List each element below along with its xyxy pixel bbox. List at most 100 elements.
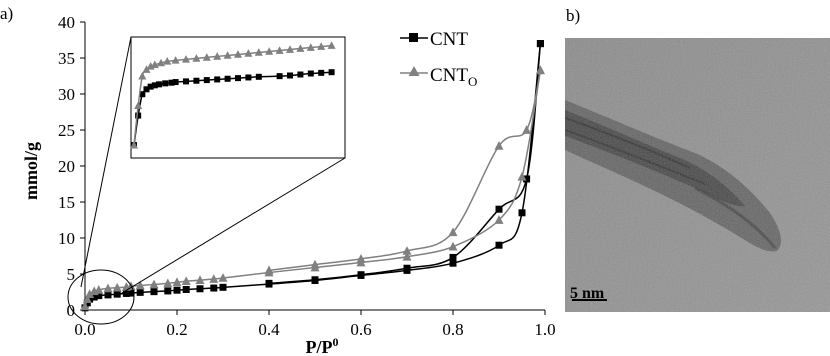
series-cnto — [80, 65, 545, 311]
inset-cnto-point — [234, 50, 242, 58]
x-axis-title-sup: 0 — [333, 335, 339, 349]
panel-label-a: a) — [0, 4, 13, 23]
cnt-desorption-line — [268, 43, 542, 285]
inset-cnto-point — [134, 101, 143, 110]
x-axis-title-main: P/P — [306, 337, 333, 356]
zoom-line-top — [80, 36, 132, 288]
tem-micrograph — [565, 38, 830, 312]
inset-cnto-point — [138, 71, 147, 80]
cnto-point — [209, 274, 219, 283]
inset-cnt-point — [139, 91, 146, 98]
cnt-point — [210, 284, 218, 292]
inset-cnto-point — [286, 45, 294, 53]
cnto-point — [402, 251, 412, 261]
cnt-point — [95, 292, 103, 300]
inset-cnto-point — [202, 53, 211, 61]
chart-axes: 0 5 10 15 20 25 30 35 40 0.0 0.2 0.4 0.6 0.8 1.0 — [58, 13, 556, 339]
inset-cnt-point — [328, 69, 335, 76]
cnto-point — [195, 275, 205, 284]
cnto-point — [494, 140, 504, 150]
x-tick-label: 1.0 — [534, 320, 555, 339]
cnto-point — [103, 283, 113, 293]
cnt-point — [196, 285, 204, 293]
cnto-point — [310, 259, 320, 269]
cnto-point — [218, 273, 228, 282]
cnt-point — [136, 288, 144, 296]
inset-cnt-point — [172, 79, 179, 86]
legend: CNT CNTO — [400, 29, 477, 89]
x-tick-label: 0.8 — [442, 320, 463, 339]
inset-cnt-point — [287, 72, 293, 79]
cnt-point — [265, 279, 273, 287]
inset-cnt-point — [143, 86, 150, 93]
inset-cnto-point — [192, 54, 201, 62]
cnt-point — [122, 289, 130, 297]
cnt-point — [90, 293, 98, 301]
panel-label-b: b) — [566, 6, 581, 25]
x-tick-label: 0.4 — [258, 320, 280, 339]
cnto-point — [172, 277, 182, 287]
inset-cnto-point — [130, 140, 138, 149]
inset-cnt-point — [214, 76, 221, 83]
inset-cnto-point — [306, 43, 315, 51]
cnto-point — [112, 282, 122, 292]
inset-cnto-point — [223, 51, 232, 59]
cnto-point — [82, 294, 92, 304]
x-tick-label: 0.6 — [350, 320, 371, 339]
inset-cnt-point — [255, 73, 262, 80]
cnt-point — [127, 289, 135, 297]
inset-cnto-point — [142, 65, 151, 73]
inset-cnto-point — [244, 49, 253, 57]
cnto-point — [80, 301, 90, 311]
inset-cnt-point — [318, 69, 325, 76]
cnt-point — [495, 205, 503, 213]
cnt-point — [495, 241, 503, 249]
series-layer — [80, 40, 545, 312]
cnto-point — [135, 280, 145, 290]
inset-cnto-point — [171, 56, 180, 64]
y-tick-label: 15 — [58, 193, 75, 212]
legend-marker-square — [409, 33, 418, 42]
cnt-point — [164, 287, 172, 295]
x-tick-label: 0.0 — [74, 320, 95, 339]
tem-micrograph-image — [565, 38, 830, 312]
cnto-point — [448, 227, 458, 237]
x-tick-label: 0.2 — [166, 320, 187, 339]
inset-cnt-point — [183, 78, 189, 85]
zoom-line-bottom — [116, 157, 346, 297]
cnt-point — [518, 209, 526, 217]
inset-cnto-point — [317, 42, 326, 50]
inset-cnto-point — [157, 58, 166, 67]
inset-cnto-point — [296, 44, 305, 52]
y-tick-label: 5 — [67, 265, 76, 284]
cnto-point — [448, 241, 458, 251]
zoom-circle — [67, 269, 135, 325]
inset-cnt-point — [276, 73, 283, 80]
inset-cnto-point — [327, 41, 336, 49]
inset-cnto-point — [182, 55, 190, 63]
cnto-point — [356, 254, 366, 263]
cnto-point — [535, 65, 545, 75]
inset-cnt-point — [147, 83, 154, 90]
inset-cnt-point — [155, 81, 162, 88]
y-tick-label: 20 — [58, 157, 75, 176]
cnto-point — [163, 278, 173, 288]
cnt-point — [311, 276, 319, 284]
inset-cnt-point — [151, 82, 158, 89]
y-tick-label: 0 — [67, 301, 76, 320]
y-tick-label: 30 — [58, 85, 75, 104]
cnt-point — [219, 283, 227, 291]
y-tick-label: 10 — [58, 229, 75, 248]
cnto-point — [181, 276, 191, 286]
x-axis-title: P/P0 — [306, 335, 339, 356]
y-tick-label: 35 — [58, 49, 75, 68]
y-tick-label: 25 — [58, 121, 75, 140]
cnto-point — [149, 279, 159, 289]
cnt-point — [104, 291, 112, 299]
inset-cnt-point — [162, 80, 169, 87]
inset-cnto-point — [254, 48, 263, 56]
inset-cnto-point — [150, 60, 159, 68]
cnt-point — [150, 288, 158, 296]
cnt-point — [523, 175, 531, 183]
legend-label-cnt: CNT — [430, 29, 468, 50]
